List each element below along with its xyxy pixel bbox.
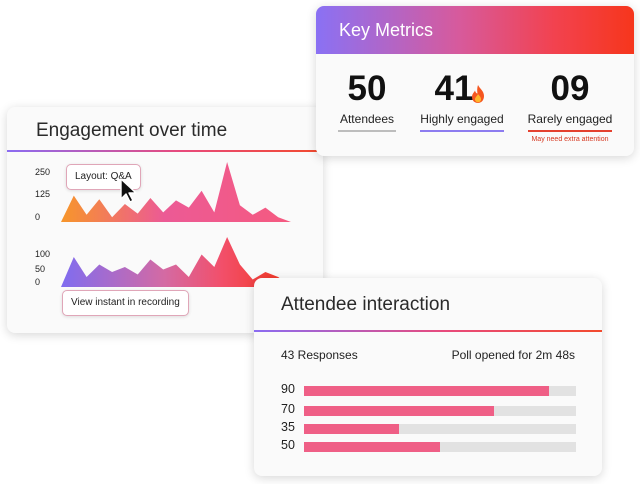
metric-highly-engaged: 41 Highly engaged	[416, 70, 508, 132]
engagement-title: Engagement over time	[36, 120, 228, 141]
engagement-card: Engagement over time 250 125 0 100 50 0 …	[7, 107, 323, 333]
engagement-chart-top	[61, 162, 291, 222]
poll-bar-label: 35	[281, 420, 295, 434]
attendee-interaction-card: Attendee interaction 43 Responses Poll o…	[254, 278, 602, 476]
engagement-chart-bottom	[61, 237, 291, 287]
key-metrics-card: Key Metrics 50 Attendees 41 Highly engag…	[316, 6, 634, 156]
highly-engaged-underline	[420, 130, 504, 132]
metric-rarely-engaged: 09 Rarely engaged May need extra attenti…	[522, 70, 618, 143]
mouse-pointer-icon	[120, 178, 137, 203]
rarely-engaged-label: Rarely engaged	[527, 112, 613, 126]
poll-bar-row: 90	[281, 382, 577, 398]
highly-engaged-label: Highly engaged	[420, 112, 504, 126]
metric-attendees: 50 Attendees	[336, 70, 398, 132]
poll-bar-row: 35	[281, 420, 577, 436]
poll-bar-fill	[304, 442, 440, 452]
poll-bar-row: 70	[281, 402, 577, 418]
rarely-engaged-count: 09	[550, 69, 590, 108]
poll-bar-track	[304, 424, 576, 434]
chart1-tick-mid: 125	[35, 189, 51, 199]
attendees-label: Attendees	[339, 112, 395, 126]
poll-bar-label: 70	[281, 402, 295, 416]
chart2-tick-top: 100	[35, 249, 51, 259]
interaction-divider	[254, 330, 602, 332]
interaction-title: Attendee interaction	[281, 294, 451, 315]
attendees-count: 50	[347, 69, 387, 108]
poll-bar-track	[304, 406, 576, 416]
poll-bar-fill	[304, 406, 495, 416]
chart1-tick-top: 250	[35, 167, 51, 177]
engagement-area-bottom	[61, 237, 291, 287]
attendees-underline	[338, 130, 396, 132]
highly-engaged-count: 41	[434, 69, 474, 108]
engagement-area-top	[61, 162, 291, 222]
key-metrics-title: Key Metrics	[339, 20, 434, 40]
poll-bar-track	[304, 442, 576, 452]
poll-status: Poll opened for 2m 48s	[451, 348, 575, 362]
chart1-tick-bottom: 0	[35, 212, 41, 222]
fire-icon	[472, 85, 484, 103]
poll-bar-label: 90	[281, 382, 295, 396]
poll-bar-label: 50	[281, 438, 295, 452]
responses-count: 43 Responses	[281, 348, 358, 362]
chart2-tick-bottom: 0	[35, 277, 41, 287]
poll-bar-fill	[304, 386, 549, 396]
rarely-engaged-underline	[528, 130, 612, 132]
view-in-recording-button[interactable]: View instant in recording	[62, 290, 189, 316]
chart2-tick-mid: 50	[35, 264, 46, 274]
poll-bar-fill	[304, 424, 400, 434]
key-metrics-header: Key Metrics	[316, 6, 634, 54]
poll-bar-track	[304, 386, 576, 396]
poll-bar-row: 50	[281, 438, 577, 454]
rarely-engaged-note: May need extra attention	[531, 135, 609, 143]
engagement-divider	[7, 150, 323, 152]
